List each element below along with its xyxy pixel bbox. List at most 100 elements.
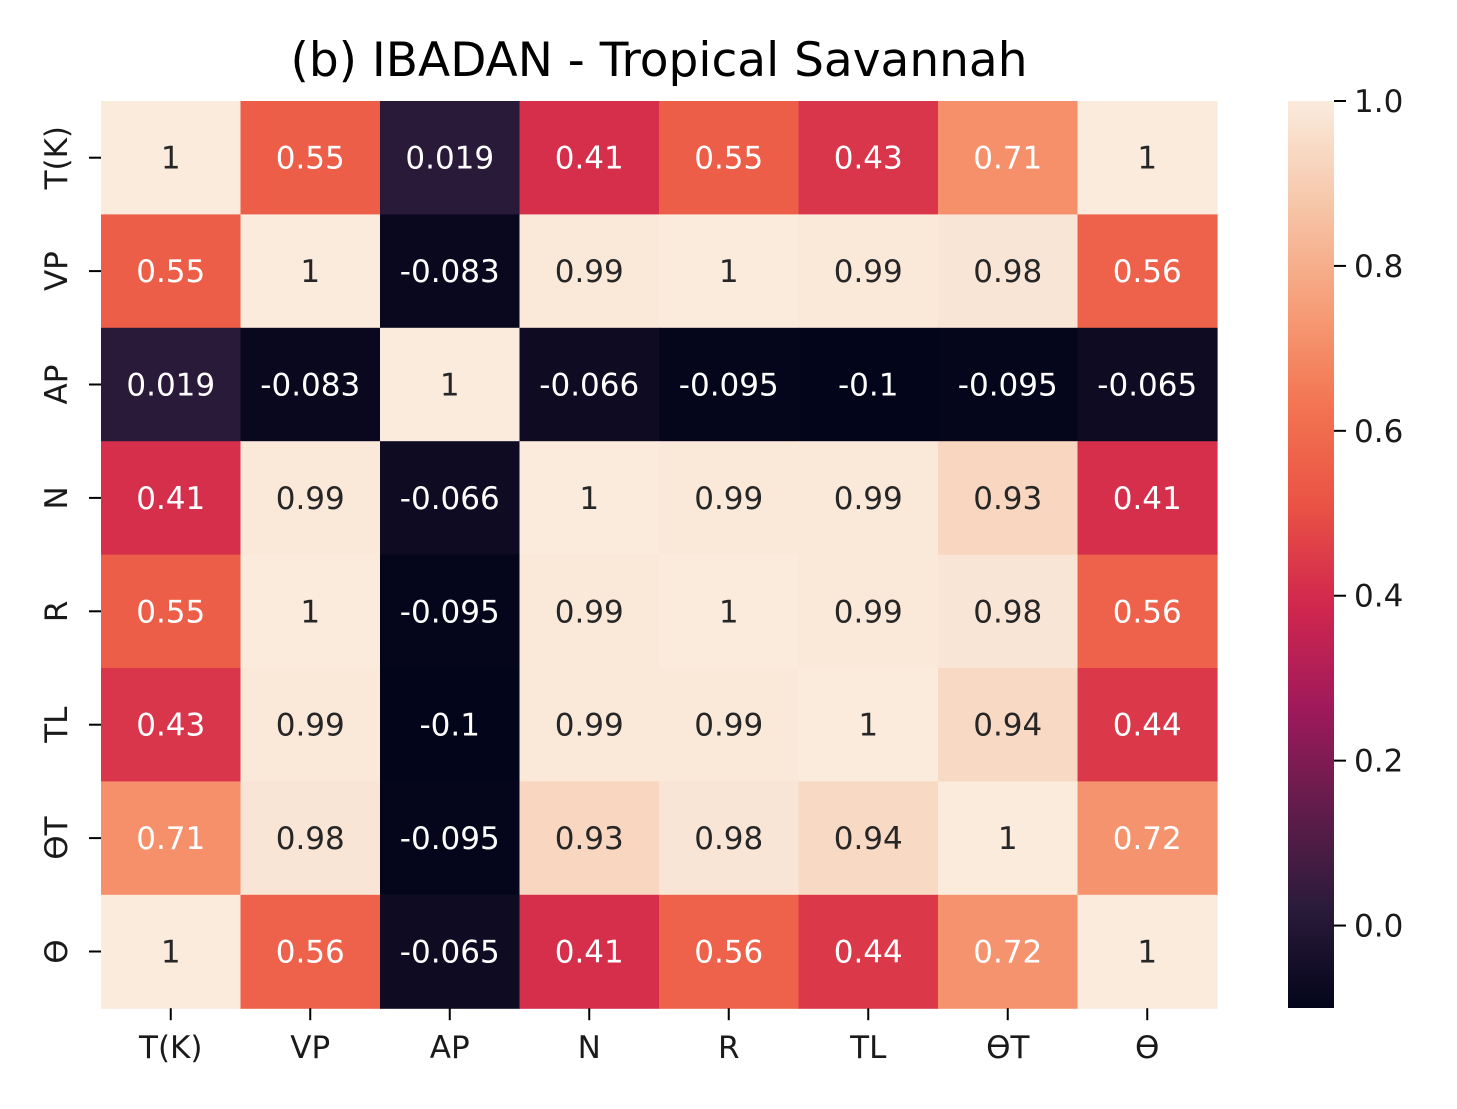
y-tick-label: TL bbox=[39, 706, 75, 744]
heatmap-cells bbox=[101, 101, 1218, 1009]
heatmap-cell bbox=[101, 101, 242, 215]
x-tick-label: VP bbox=[290, 1030, 330, 1066]
heatmap-cell bbox=[240, 894, 381, 1009]
heatmap-cell bbox=[240, 554, 381, 669]
x-tick-label: T(K) bbox=[138, 1030, 202, 1066]
heatmap-cell bbox=[798, 894, 939, 1009]
cell-value-label: 1 bbox=[579, 481, 599, 517]
heatmap-cell bbox=[101, 327, 242, 442]
y-tick-label: T(K) bbox=[39, 126, 75, 190]
heatmap-cell bbox=[101, 214, 242, 329]
colorbar-tick-label: 0.2 bbox=[1354, 744, 1403, 780]
heatmap-cell bbox=[798, 327, 939, 442]
heatmap-cell bbox=[938, 327, 1079, 442]
heatmap-cell bbox=[938, 101, 1079, 215]
heatmap-cell bbox=[1077, 668, 1218, 782]
heatmap-cell bbox=[798, 781, 939, 896]
cell-value-label: 0.019 bbox=[126, 368, 215, 404]
heatmap-cell bbox=[519, 101, 660, 215]
heatmap-cell bbox=[519, 327, 660, 442]
colorbar: 0.0 0.2 0.4 0.6 0.8 1.0 bbox=[1288, 84, 1403, 1008]
colorbar-tick-label: 0.6 bbox=[1354, 414, 1403, 450]
colorbar-tick-label: 0.4 bbox=[1354, 579, 1403, 615]
heatmap-cell bbox=[240, 781, 381, 896]
heatmap-cell bbox=[1077, 781, 1218, 896]
cell-value-label: 1 bbox=[719, 254, 739, 290]
heatmap-cell bbox=[101, 441, 242, 556]
heatmap-cell bbox=[1077, 554, 1218, 669]
cell-value-label: -0.1 bbox=[838, 368, 899, 404]
heatmap-cell bbox=[380, 101, 521, 215]
heatmap-cell bbox=[798, 101, 939, 215]
cell-value-label: 0.99 bbox=[834, 481, 903, 517]
cell-value-label: 0.43 bbox=[136, 708, 205, 744]
cell-value-label: 0.99 bbox=[555, 254, 624, 290]
y-tick-label: VP bbox=[39, 251, 75, 291]
heatmap-cell bbox=[101, 894, 242, 1009]
cell-value-label: -0.095 bbox=[400, 821, 500, 857]
heatmap-cell bbox=[798, 441, 939, 556]
cell-value-label: 0.98 bbox=[276, 821, 345, 857]
heatmap-cell bbox=[380, 327, 521, 442]
y-tick-label: AP bbox=[39, 365, 75, 405]
heatmap-cell bbox=[519, 668, 660, 782]
heatmap-cell bbox=[240, 668, 381, 782]
x-axis: T(K) VP AP N R TL ϴT ϴ bbox=[138, 1008, 1159, 1066]
cell-value-label: 1 bbox=[1137, 935, 1157, 971]
chart-title: (b) IBADAN - Tropical Savannah bbox=[290, 33, 1027, 88]
heatmap-cell bbox=[101, 554, 242, 669]
cell-value-label: -0.065 bbox=[400, 935, 500, 971]
cell-value-label: 0.72 bbox=[1113, 821, 1182, 857]
heatmap-cell bbox=[519, 441, 660, 556]
heatmap-cell bbox=[938, 554, 1079, 669]
colorbar-gradient bbox=[1288, 101, 1334, 1008]
heatmap-cell bbox=[519, 214, 660, 329]
x-tick-label: R bbox=[718, 1030, 740, 1066]
x-tick-label: TL bbox=[849, 1030, 887, 1066]
heatmap-cell bbox=[101, 781, 242, 896]
heatmap-cell bbox=[519, 894, 660, 1009]
cell-value-label: 0.56 bbox=[1113, 594, 1182, 630]
heatmap-cell bbox=[938, 781, 1079, 896]
colorbar-tick-label: 1.0 bbox=[1354, 84, 1403, 120]
y-tick-label: R bbox=[39, 601, 75, 623]
heatmap-cell bbox=[659, 668, 800, 782]
cell-value-label: 0.99 bbox=[834, 594, 903, 630]
colorbar-tick-label: 0.8 bbox=[1354, 249, 1403, 285]
cell-value-label: 0.93 bbox=[973, 481, 1042, 517]
cell-value-label: 0.99 bbox=[694, 481, 763, 517]
cell-value-label: 0.44 bbox=[834, 935, 903, 971]
heatmap-cell bbox=[659, 894, 800, 1009]
cell-value-label: 0.98 bbox=[973, 594, 1042, 630]
cell-value-label: 0.55 bbox=[136, 594, 205, 630]
heatmap-cell bbox=[380, 554, 521, 669]
heatmap-cell bbox=[659, 441, 800, 556]
x-tick-label: ϴT bbox=[986, 1030, 1030, 1066]
cell-value-label: 1 bbox=[161, 935, 181, 971]
cell-value-label: 0.99 bbox=[834, 254, 903, 290]
cell-value-label: -0.095 bbox=[400, 594, 500, 630]
heatmap-cell bbox=[1077, 894, 1218, 1009]
cell-value-label: -0.065 bbox=[1097, 368, 1197, 404]
heatmap-cell bbox=[938, 441, 1079, 556]
heatmap-cell bbox=[519, 554, 660, 669]
cell-value-label: 1 bbox=[998, 821, 1018, 857]
cell-value-label: 0.71 bbox=[973, 141, 1042, 177]
cell-value-label: 0.56 bbox=[276, 935, 345, 971]
cell-value-label: -0.083 bbox=[400, 254, 500, 290]
heatmap-cell bbox=[798, 668, 939, 782]
heatmap-cell bbox=[938, 894, 1079, 1009]
cell-value-label: -0.066 bbox=[400, 481, 500, 517]
heatmap-cell bbox=[659, 214, 800, 329]
cell-value-label: 1 bbox=[300, 594, 320, 630]
heatmap-cell bbox=[240, 101, 381, 215]
cell-value-label: 0.56 bbox=[694, 935, 763, 971]
y-axis: T(K) VP AP N R TL ϴT ϴ bbox=[39, 126, 101, 964]
cell-value-label: 0.94 bbox=[834, 821, 903, 857]
heatmap-cell bbox=[659, 101, 800, 215]
cell-value-label: 0.99 bbox=[555, 708, 624, 744]
heatmap-cell bbox=[659, 781, 800, 896]
heatmap-cell bbox=[240, 214, 381, 329]
y-tick-label: N bbox=[39, 486, 75, 509]
